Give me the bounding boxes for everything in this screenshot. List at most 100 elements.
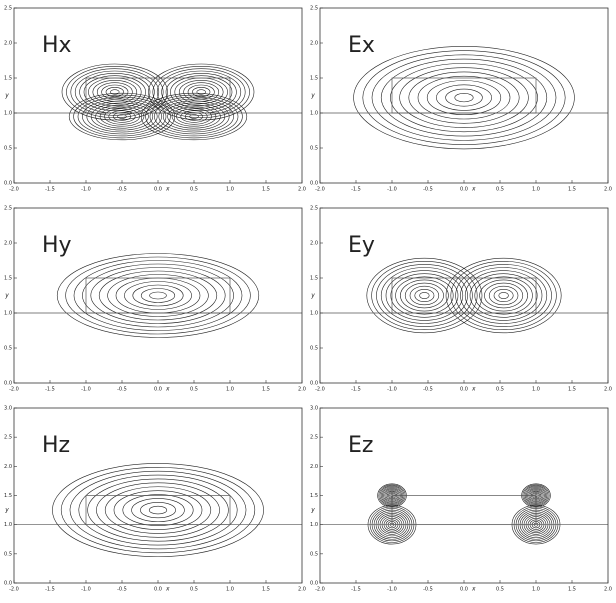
contour-line — [96, 82, 133, 102]
contour-line — [145, 94, 243, 139]
x-tick-label: 2.0 — [298, 187, 306, 193]
x-axis-label: x — [165, 586, 170, 593]
x-tick-label: 0.5 — [496, 587, 504, 593]
y-tick-label: 3.0 — [310, 406, 318, 412]
contour-line — [417, 75, 511, 120]
contours — [56, 253, 260, 338]
contour-line — [98, 270, 218, 321]
y-tick-label: 1.0 — [310, 522, 318, 528]
x-tick-label: -1.0 — [81, 187, 91, 193]
contour-line — [395, 276, 454, 315]
x-tick-label: -1.5 — [45, 387, 55, 393]
contour-line — [115, 277, 201, 314]
contour-line — [165, 73, 237, 111]
panel-title: Ex — [348, 33, 375, 58]
y-tick-label: 0.0 — [310, 181, 318, 187]
x-tick-label: -1.5 — [351, 387, 361, 393]
contour-line — [167, 104, 221, 129]
x-tick-label: 0.0 — [154, 187, 162, 193]
x-tick-label: 0.5 — [190, 387, 198, 393]
panel-title: Ey — [348, 233, 375, 258]
x-tick-label: 0.0 — [154, 387, 162, 393]
x-tick-label: -1.0 — [81, 587, 91, 593]
x-tick-label: 0.0 — [460, 387, 468, 393]
contour-line — [488, 285, 519, 306]
x-tick-label: 1.5 — [262, 587, 270, 593]
y-tick-label: 2.5 — [310, 206, 318, 212]
waveguide — [391, 495, 537, 526]
contour-line — [390, 63, 538, 133]
contours — [367, 483, 561, 545]
y-axis-label: y — [4, 92, 9, 99]
contour-line — [61, 63, 168, 121]
contour-line — [113, 490, 203, 530]
panel: -2.0 -1.5 -1.0 -0.5 0.0 0.5 1.0 1.5 2.0 0.0 0.5 1.0… — [4, 206, 306, 393]
contour-line — [148, 505, 168, 515]
contour-line — [409, 285, 440, 306]
y-tick-label: 2.5 — [310, 6, 318, 12]
contour-line — [87, 478, 229, 542]
y-tick-label: 2.0 — [4, 241, 12, 247]
x-tick-label: 2.0 — [604, 587, 612, 593]
y-tick-label: 2.5 — [4, 435, 12, 441]
y-tick-label: 2.5 — [4, 206, 12, 212]
y-tick-label: 2.0 — [4, 41, 12, 47]
contour-line — [104, 486, 212, 534]
contour-line — [92, 80, 138, 104]
contour-line — [460, 267, 548, 324]
y-tick-label: 0.5 — [4, 551, 12, 557]
x-tick-label: -0.5 — [423, 587, 433, 593]
y-tick-label: 1.5 — [4, 76, 12, 82]
contour-line — [65, 256, 251, 335]
x-tick-label: 1.0 — [532, 587, 540, 593]
y-tick-label: 1.0 — [4, 111, 12, 117]
waveguide — [391, 77, 537, 114]
x-tick-label: -0.5 — [117, 187, 127, 193]
contour-line — [192, 87, 211, 97]
contour-line — [74, 70, 155, 114]
y-tick-label: 0.0 — [4, 181, 12, 187]
contour-line — [161, 70, 242, 114]
x-tick-label: 0.0 — [460, 187, 468, 193]
contour-line — [140, 502, 176, 519]
x-tick-label: -1.5 — [45, 187, 55, 193]
x-tick-label: -0.5 — [117, 587, 127, 593]
x-tick-label: -1.0 — [81, 387, 91, 393]
x-tick-label: 0.5 — [190, 187, 198, 193]
x-tick-label: 0.5 — [496, 187, 504, 193]
contours — [61, 63, 255, 141]
contour-line — [426, 80, 502, 116]
contour-line — [450, 260, 557, 331]
x-tick-label: -2.0 — [315, 587, 325, 593]
contour-line — [149, 291, 167, 300]
x-tick-label: 1.0 — [226, 587, 234, 593]
contour-line — [479, 279, 528, 312]
contour-line — [148, 63, 255, 121]
x-tick-label: 1.0 — [532, 187, 540, 193]
waveguide — [85, 277, 231, 314]
contour-line — [104, 108, 140, 125]
y-axis-label: y — [310, 292, 315, 299]
x-tick-label: 2.0 — [604, 187, 612, 193]
contour-line — [183, 82, 220, 102]
y-tick-label: 2.5 — [4, 6, 12, 12]
contour-line — [419, 292, 430, 299]
contour-line — [117, 114, 127, 119]
x-axis-label: x — [471, 186, 476, 193]
contour-line — [78, 474, 238, 546]
contour-line — [82, 263, 234, 328]
contour-line — [196, 89, 206, 95]
x-tick-label: -0.5 — [423, 387, 433, 393]
contour-line — [385, 270, 464, 321]
contour-line — [371, 54, 557, 141]
panel-title: Hy — [42, 233, 72, 258]
contour-line — [390, 273, 459, 318]
contour-line — [176, 108, 212, 125]
x-tick-label: -1.0 — [387, 387, 397, 393]
panel: -2.0 -1.5 -1.0 -0.5 0.0 0.5 1.0 1.5 2.0 0.0 0.5 1.0… — [4, 406, 306, 593]
y-axis-label: y — [4, 292, 9, 299]
contour-line — [158, 100, 230, 133]
x-tick-label: 1.5 — [568, 187, 576, 193]
contour-line — [77, 96, 167, 137]
contour-line — [376, 264, 473, 327]
